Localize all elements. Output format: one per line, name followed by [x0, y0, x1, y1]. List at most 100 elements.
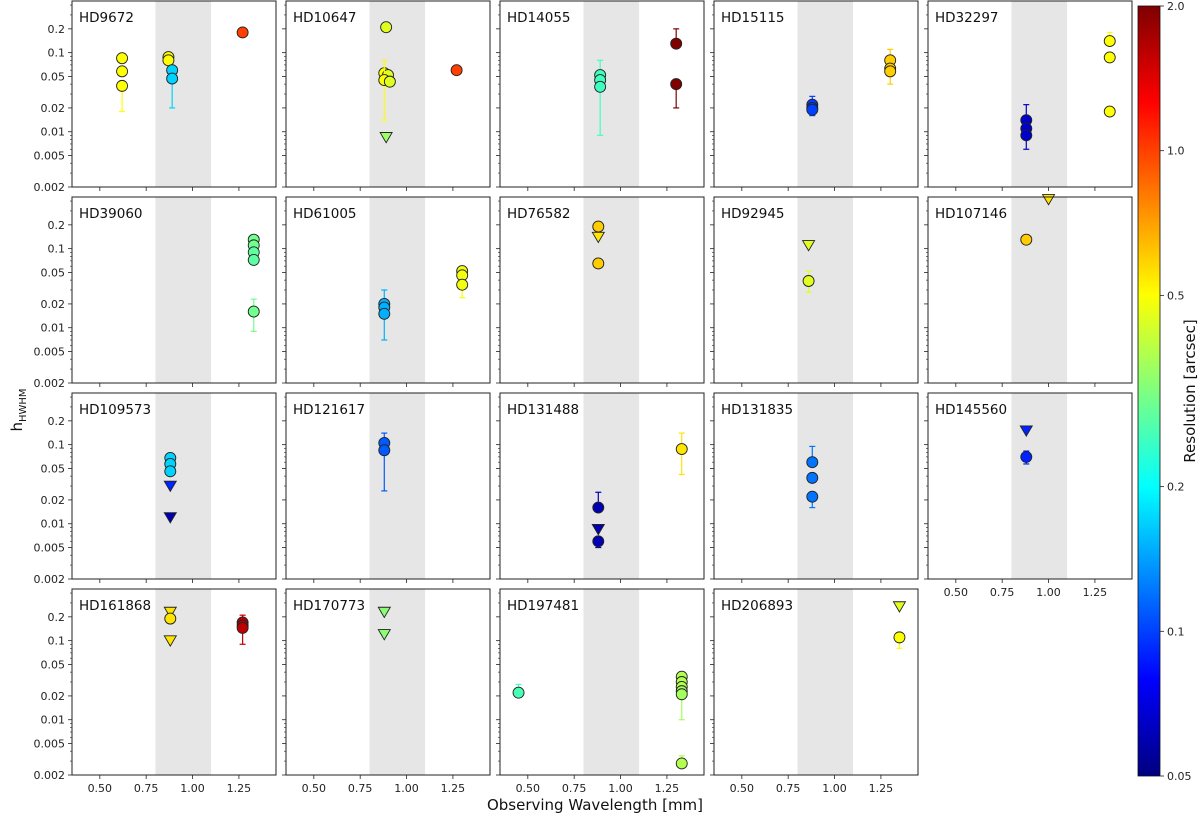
y-tick-label: 0.005 [34, 542, 66, 555]
shaded-band [369, 589, 426, 775]
panel-frame [713, 588, 919, 776]
x-tick-label: 1.25 [869, 782, 894, 795]
panel-title: HD161868 [79, 598, 151, 614]
colorbar-label: Resolution [arcsec] [1181, 319, 1199, 462]
panel-frame [499, 0, 705, 188]
panel-hd9672: 0.002 0.005 0.01 0.02 0.05 0.1 0.2 HD9672 [34, 0, 277, 194]
panel-title: HD121617 [293, 402, 365, 418]
data-point [1020, 233, 1033, 246]
data-point [247, 305, 260, 318]
shaded-band [155, 1, 212, 187]
data-point [1103, 105, 1116, 118]
x-tick-label: 1.25 [227, 782, 252, 795]
panel-title-bg [717, 203, 782, 223]
panel-hd76582: HD76582 [496, 196, 705, 387]
x-tick-label: 0.50 [516, 782, 541, 795]
y-tick-label: 0.02 [41, 298, 66, 311]
upper-limit-marker [163, 606, 178, 619]
x-tick-label: 1.00 [394, 782, 419, 795]
panel-frame [71, 588, 277, 776]
data-point [893, 631, 906, 644]
shaded-band [369, 1, 426, 187]
panel-hd32297: HD32297 [924, 0, 1133, 191]
panel-frame [285, 392, 491, 580]
upper-limit-marker [163, 480, 178, 493]
y-tick-label: 0.01 [41, 714, 66, 727]
data-point [164, 612, 177, 625]
data-point [675, 688, 688, 701]
panel-title-bg [503, 595, 577, 615]
x-tick-label: 1.25 [441, 782, 466, 795]
upper-limit-marker [1019, 425, 1034, 438]
panel-hd131488: HD131488 [496, 392, 705, 583]
panel-hd121617: HD121617 [282, 392, 491, 583]
shaded-band [1011, 393, 1068, 579]
panel-title: HD206893 [721, 598, 793, 614]
shaded-band [1011, 1, 1068, 187]
y-tick-label: 0.01 [41, 518, 66, 531]
data-point [236, 621, 249, 634]
y-tick-label: 0.02 [41, 690, 66, 703]
panel-title-bg [503, 203, 568, 223]
panel-title: HD131488 [507, 402, 579, 418]
panel-title: HD61005 [293, 206, 357, 222]
panel-frame [71, 196, 277, 384]
colorbar-tick-label: 0.2 [1167, 481, 1185, 494]
y-tick-label: 0.1 [48, 243, 66, 256]
y-tick-label: 0.2 [48, 415, 66, 428]
panel-frame [71, 0, 277, 188]
panel-hd10647: HD10647 [282, 0, 491, 191]
y-tick-label: 0.002 [34, 769, 66, 782]
data-point [456, 278, 469, 291]
y-axis-label: hHWHM [8, 388, 29, 431]
panel-title-bg [75, 7, 132, 27]
data-point [675, 443, 688, 455]
panel-frame [713, 392, 919, 580]
shaded-band [583, 393, 640, 579]
x-tick-label: 1.25 [1083, 586, 1108, 599]
upper-limit-marker [379, 132, 393, 144]
shaded-band [1011, 197, 1068, 383]
panel-frame [499, 196, 705, 384]
upper-limit-marker [163, 512, 178, 524]
panel-hd197481: 0.50 0.75 1.00 1.25 HD197481 [496, 588, 705, 795]
colorbar-tick-label: 0.1 [1167, 625, 1185, 638]
panel-title: HD14055 [507, 10, 571, 26]
x-tick-label: 1.25 [655, 782, 680, 795]
x-tick-label: 1.00 [608, 782, 633, 795]
panel-hd109573: 0.002 0.005 0.01 0.02 0.05 0.1 0.2 HD109573 [34, 392, 277, 586]
panel-hd161868: 0.002 0.005 0.01 0.02 0.05 0.1 0.2 0.50 0.75 1.00… [34, 588, 277, 795]
panel-hd206893: 0.50 0.75 1.00 1.25 HD206893 [710, 588, 919, 795]
x-tick-label: 0.75 [776, 782, 801, 795]
shaded-band [583, 197, 640, 383]
panels-grid: 0.002 0.005 0.01 0.02 0.05 0.1 0.2 HD9672 HD1064… [34, 0, 1133, 795]
shaded-band [797, 1, 854, 187]
panel-title-bg [75, 399, 149, 419]
data-point [806, 103, 819, 116]
y-tick-label: 0.005 [34, 150, 66, 163]
x-tick-label: 1.00 [180, 782, 205, 795]
y-tick-label: 0.002 [34, 377, 66, 390]
upper-limit-marker [163, 635, 178, 647]
data-point [802, 275, 815, 287]
panel-title: HD15115 [721, 10, 785, 26]
data-point [592, 257, 605, 270]
colorbar-gradient [1137, 5, 1161, 777]
y-tick-label: 0.05 [41, 70, 66, 83]
y-tick-label: 0.01 [41, 126, 66, 139]
y-tick-label: 0.1 [48, 439, 66, 452]
panel-frame [285, 196, 491, 384]
y-tick-label: 0.005 [34, 346, 66, 359]
panel-title-bg [503, 7, 568, 27]
upper-limit-marker [591, 231, 606, 244]
panel-title: HD39060 [79, 206, 143, 222]
y-tick-label: 0.05 [41, 462, 66, 475]
colorbar-tick-label: 0.5 [1167, 289, 1185, 302]
panel-hd15115: HD15115 [710, 0, 919, 191]
shaded-band [583, 1, 640, 187]
colorbar-tick-label: 2.0 [1167, 0, 1185, 13]
data-point [1103, 51, 1116, 64]
data-point [806, 490, 819, 503]
panel-title: HD131835 [721, 402, 793, 418]
